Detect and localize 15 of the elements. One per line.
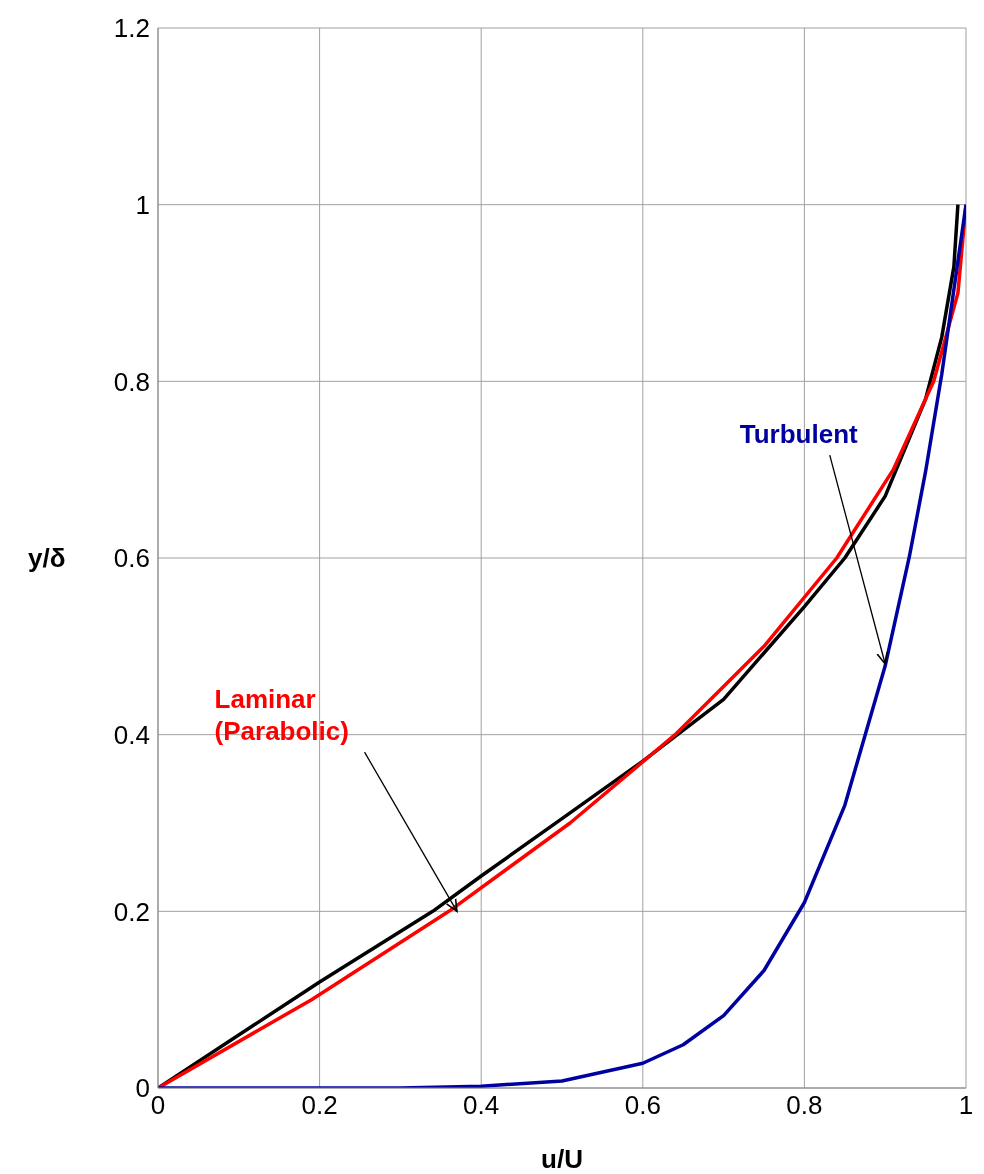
y-axis-title: y/δ — [28, 543, 66, 574]
y-tick-label: 1 — [135, 189, 150, 220]
x-tick-label: 0.6 — [624, 1090, 661, 1121]
x-axis-title: u/U — [541, 1144, 583, 1174]
y-tick-label: 0.8 — [113, 366, 150, 397]
x-tick-label: 0.2 — [301, 1090, 338, 1121]
x-tick-label: 0.4 — [463, 1090, 500, 1121]
y-tick-label: 0.2 — [113, 896, 150, 927]
y-tick-label: 0.6 — [113, 543, 150, 574]
y-tick-label: 0.4 — [113, 719, 150, 750]
text: Laminar (Parabolic) — [214, 684, 349, 747]
x-tick-label: 0.8 — [786, 1090, 823, 1121]
text: Turbulent — [739, 419, 859, 450]
y-tick-label: 1.2 — [113, 13, 150, 44]
x-tick-label: 1 — [958, 1090, 974, 1121]
